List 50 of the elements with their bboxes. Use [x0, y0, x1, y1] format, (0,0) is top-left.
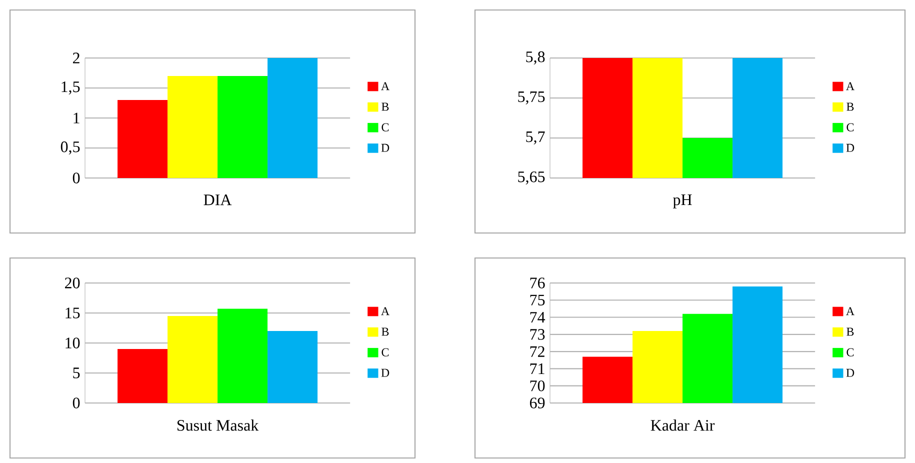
legend-label: A [381, 307, 390, 316]
y-tick-label: 10 [66, 338, 80, 348]
legend-label: B [382, 102, 389, 111]
legend-label: D [846, 368, 854, 377]
legend-label: A [846, 82, 854, 90]
y-tick-label: 72 [530, 346, 544, 357]
legend-label: B [846, 328, 854, 336]
y-tick-label: 69 [530, 398, 545, 408]
y-tick-label: 71 [530, 363, 544, 374]
bar [218, 308, 268, 403]
y-tick-label: 74 [530, 312, 546, 323]
x-axis-title: Susut Masak [177, 420, 259, 431]
legend-label: C [382, 348, 389, 356]
y-tick-label: 5 [73, 368, 80, 378]
y-tick-label: 5,7 [526, 132, 545, 144]
bar [118, 348, 168, 403]
y-tick-label: 0 [72, 398, 80, 408]
y-tick-label: 5,65 [518, 171, 545, 185]
y-tick-label: 15 [66, 308, 80, 318]
x-axis-title: DIA [204, 194, 232, 206]
y-tick-label: 75 [530, 294, 545, 306]
y-tick-label: 0 [72, 172, 80, 184]
bar [268, 330, 318, 403]
y-tick-label: 76 [530, 278, 545, 288]
y-tick-label: 2 [73, 52, 80, 64]
legend-label: A [846, 307, 854, 316]
legend-label: C [846, 123, 854, 132]
legend-label: D [846, 144, 854, 152]
bar [168, 76, 218, 178]
y-tick-label: 20 [65, 278, 80, 288]
y-tick-label: 70 [530, 380, 545, 392]
legend-label: B [382, 328, 389, 336]
bar [218, 76, 268, 178]
bar [118, 100, 168, 178]
legend-label: D [381, 144, 390, 152]
y-tick-label: 1,5 [62, 81, 80, 95]
legend-label: A [381, 82, 390, 90]
x-axis-title: pH [673, 194, 692, 208]
y-tick-label: 5,75 [518, 92, 545, 104]
y-tick-label: 5,8 [526, 51, 545, 65]
y-tick-label: 1 [74, 112, 80, 124]
legend-label: B [846, 102, 854, 111]
bar [168, 316, 218, 403]
legend-label: C [846, 348, 854, 356]
y-tick-label: 0,5 [60, 141, 80, 155]
y-tick-label: 73 [530, 329, 545, 340]
legend-label: C [382, 123, 389, 132]
bar [268, 58, 318, 178]
x-axis-title: Kadar Air [650, 420, 715, 431]
legend-label: D [381, 368, 390, 377]
